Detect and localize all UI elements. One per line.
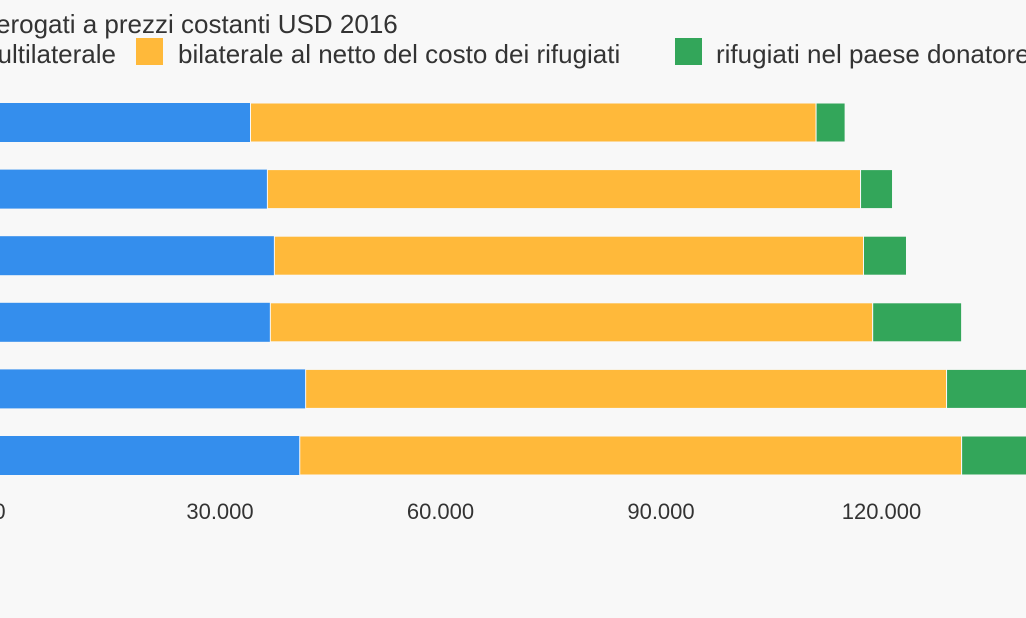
x-tick-label: 60.000 [407, 499, 474, 524]
bar-segment-2-row-6 [299, 435, 963, 476]
legend-label-rifugiati: rifugiati nel paese donatore [716, 39, 1026, 69]
bar-segment-1-row-4 [0, 302, 271, 342]
bar-segment-1-row-6 [0, 436, 300, 475]
chart-title: erogati a prezzi costanti USD 2016 [0, 9, 398, 39]
bar-segment-3-row-3 [862, 235, 907, 276]
bar-segment-1-row-2 [0, 169, 268, 209]
bar-segment-3-row-6 [961, 435, 1026, 476]
x-tick-label: 30.000 [186, 499, 253, 524]
legend-label-bilaterale: bilaterale al netto del costo dei rifugi… [178, 39, 620, 69]
x-tick-label: 90.000 [627, 499, 694, 524]
bar-segment-1-row-5 [0, 369, 306, 409]
legend: multilaterale bilaterale al netto del co… [0, 38, 1026, 69]
bar-segment-2-row-1 [250, 102, 817, 143]
legend-swatch-bilaterale [136, 38, 163, 65]
legend-label-multilaterale: multilaterale [0, 39, 116, 69]
bars [0, 102, 1026, 476]
bar-segment-2-row-3 [273, 235, 864, 276]
bar-segment-2-row-2 [266, 169, 862, 210]
bar-segment-3-row-2 [860, 169, 894, 210]
bar-segment-1-row-3 [0, 236, 275, 276]
bar-segment-3-row-5 [946, 368, 1026, 409]
legend-swatch-rifugiati [675, 38, 702, 65]
x-tick-label: 120.000 [842, 499, 922, 524]
x-tick-label: 0 [0, 499, 6, 524]
bar-segment-2-row-5 [305, 368, 948, 409]
bar-segment-3-row-4 [872, 302, 963, 343]
bar-segment-2-row-4 [269, 302, 874, 343]
bar-segment-3-row-1 [815, 102, 846, 143]
bar-segment-1-row-1 [0, 103, 251, 142]
